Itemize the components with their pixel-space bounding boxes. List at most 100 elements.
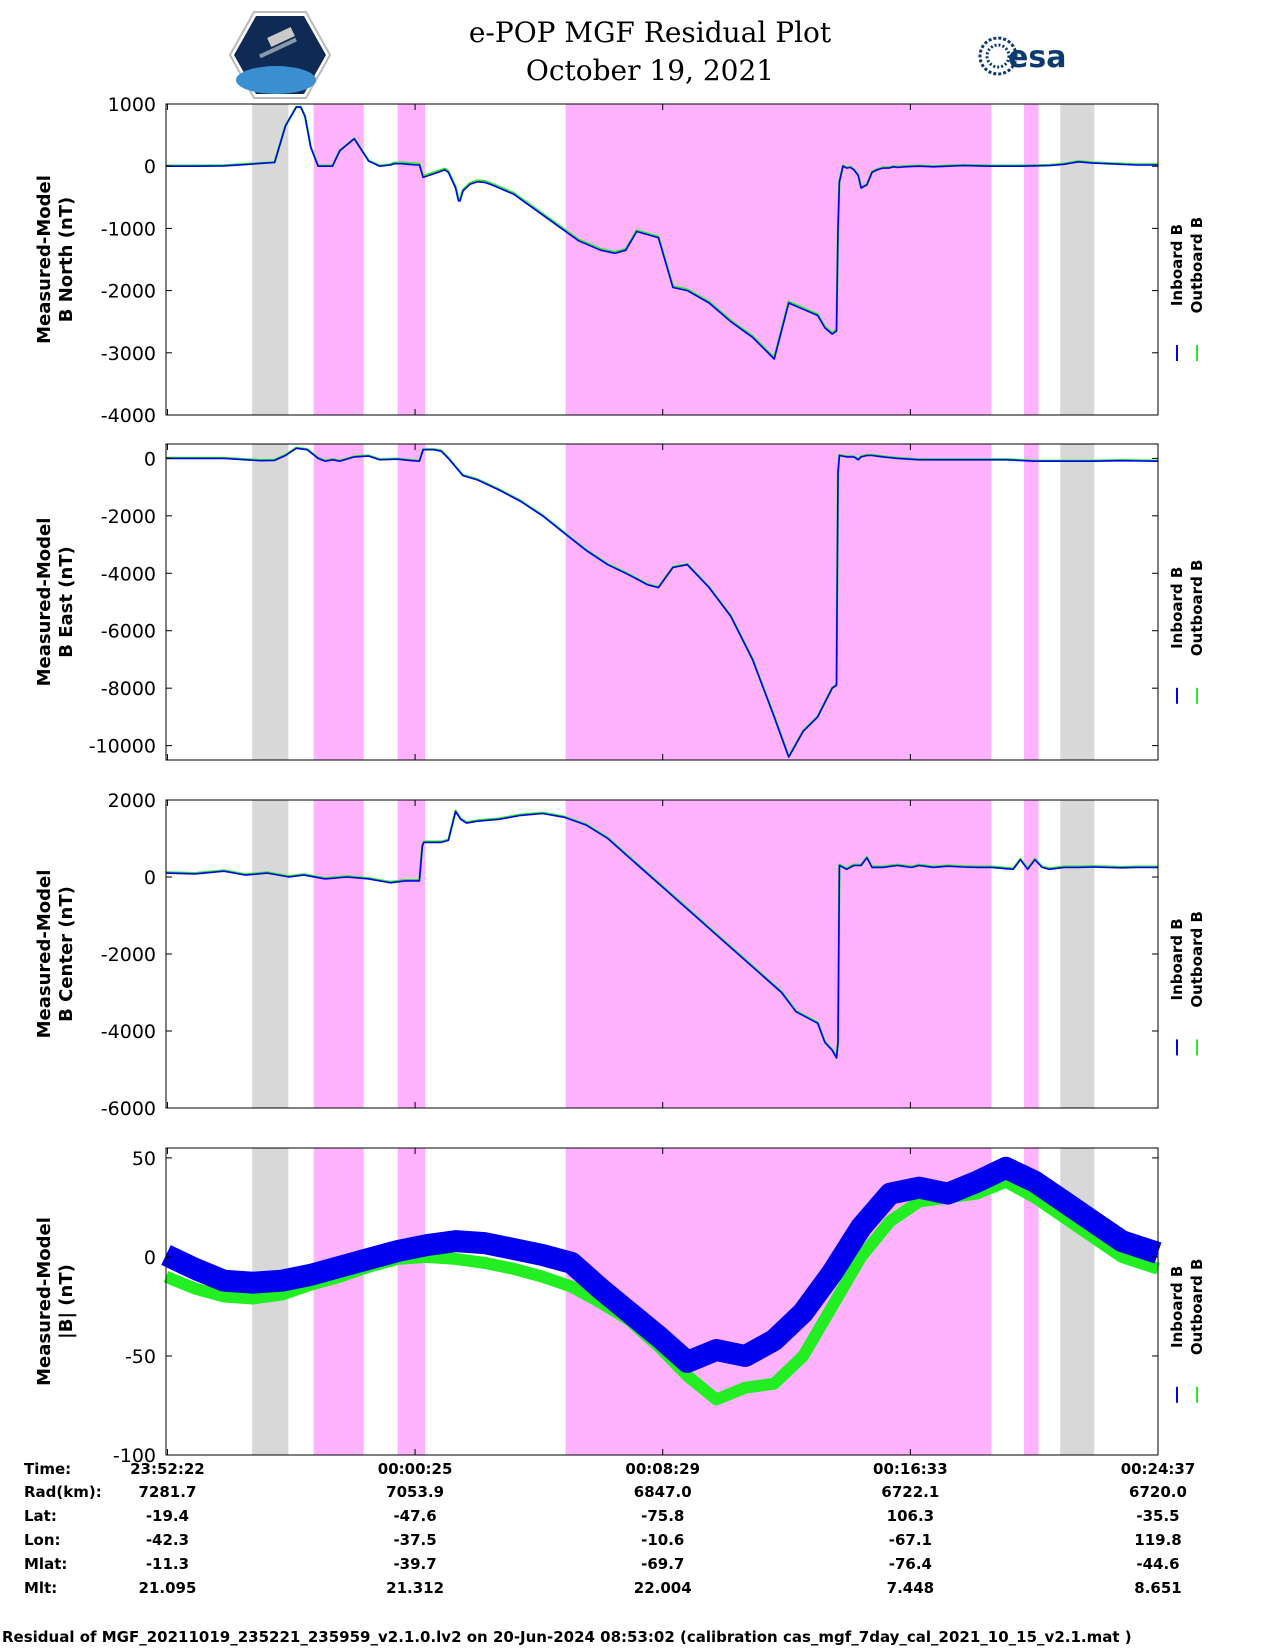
orbit-value: 00:24:37 [1120,1460,1196,1478]
row-label: Mlat: [24,1555,68,1573]
orbit-value: 00:08:29 [625,1460,701,1478]
orbit-value: -19.4 [145,1507,190,1525]
plot-frame [165,443,1159,761]
ytick-label: -6000 [101,1098,156,1120]
magenta-band-2 [565,104,992,415]
plot-frame [165,1147,1159,1456]
cassiope-mission-logo [228,11,332,99]
ytick-label: -4000 [101,405,156,427]
orbit-value: -44.6 [1136,1555,1180,1573]
legend-inboard-label: Inboard B [1168,567,1186,649]
legend-outboard-label: Outboard B [1188,1259,1206,1356]
y-axis-label-line-2: B North (nT) [56,197,77,323]
row-label: Rad(km): [24,1483,102,1501]
ytick-label: 1000 [108,94,156,116]
series-0-inboard-b [165,810,1158,1059]
panel-4: 50 0 -50 -100 Measured-Model|B| (nT) Inboard … [34,1147,1206,1467]
ytick-label: -50 [125,1346,156,1368]
ytick-label: -2000 [101,281,156,303]
orbit-value: -37.5 [393,1531,437,1549]
orbit-value: -42.3 [145,1531,190,1549]
y-axis-label: Measured-Model|B| (nT) [34,1217,77,1386]
plot-date: October 19, 2021 [525,54,775,87]
magenta-band-3 [1024,444,1039,760]
magenta-band-0 [313,1148,364,1455]
esa-logo: esa [978,36,1066,76]
magenta-band-1 [397,800,426,1108]
plot-title: e-POP MGF Residual Plot [468,16,832,49]
y-axis-label-line-1: Measured-Model [34,870,55,1039]
ytick-label: 0 [144,448,156,470]
ytick-label: -4000 [101,1021,156,1043]
magenta-band-2 [565,444,992,760]
ytick-label: -2000 [101,506,156,528]
orbit-value: 22.004 [633,1579,692,1597]
orbit-value: 23:52:22 [130,1460,205,1478]
y-axis-label-line-1: Measured-Model [34,1217,55,1386]
series-0-inboard-b [166,106,1158,360]
y-axis-label: Measured-ModelB East (nT) [34,518,77,687]
legend-inboard-label: Inboard B [1168,918,1186,1000]
row-label: Lon: [24,1531,61,1549]
orbit-value: 106.3 [886,1507,935,1525]
orbit-value: 8.651 [1134,1579,1182,1597]
legend-outboard-label: Outboard B [1188,911,1206,1008]
gray-band-0 [252,104,289,415]
magenta-band-3 [1024,800,1039,1108]
header: e-POP MGF Residual Plot October 19, 2021… [0,0,1275,100]
orbit-value: 21.095 [138,1579,197,1597]
ytick-label: 0 [144,1247,156,1269]
gray-band-0 [252,800,289,1108]
orbit-value: -35.5 [1136,1507,1180,1525]
legend-inboard-label: Inboard B [1168,1266,1186,1348]
y-axis-label: Measured-ModelB Center (nT) [34,870,77,1039]
orbit-value: -39.7 [393,1555,437,1573]
orbit-value: -47.6 [393,1507,437,1525]
orbit-value: -67.1 [888,1531,932,1549]
ytick-label: -100 [113,1445,156,1467]
magenta-band-3 [1024,104,1039,415]
gray-band-1 [1060,104,1095,415]
y-axis-label-line-1: Measured-Model [34,175,55,344]
ytick-label: -3000 [101,343,156,365]
ytick-label: -10000 [89,736,156,758]
magenta-band-0 [313,444,364,760]
esa-logo-text: esa [1008,40,1066,75]
ytick-label: 0 [144,867,156,889]
orbit-value: 119.8 [1134,1531,1182,1549]
y-axis-label-line-2: B Center (nT) [56,886,77,1022]
panel-3: 2000 0 -2000 -4000 -6000 Measured-ModelB Cent… [34,790,1206,1120]
y-axis-label-line-2: |B| (nT) [56,1264,77,1339]
legend-outboard-label: Outboard B [1188,217,1206,314]
y-axis-label-line-1: Measured-Model [34,518,55,687]
magenta-band-0 [313,104,364,415]
orbit-value: -69.7 [641,1555,685,1573]
gray-band-1 [1060,800,1095,1108]
orbit-info-table: Time: Rad(km): Lat: Lon: Mlat: Mlt: 23:52:22 72… [0,1460,1275,1620]
orbit-value: -10.6 [641,1531,685,1549]
gray-band-0 [252,444,289,760]
panel-2: 0 -2000 -4000 -6000 -8000 -10000 Measured-Mode… [34,443,1206,761]
orbit-value: 6720.0 [1129,1483,1187,1501]
orbit-value: 6847.0 [633,1483,692,1501]
row-label: Time: [24,1460,72,1478]
orbit-value: -11.3 [145,1555,190,1573]
plot-frame [165,103,1159,416]
series-0-inboard-b [166,447,1159,758]
series-0-inboard-b [161,1156,1162,1373]
orbit-value: 00:16:33 [873,1460,948,1478]
orbit-value: 7053.9 [386,1483,445,1501]
magenta-band-3 [1024,1148,1039,1455]
magenta-band-2 [565,800,992,1108]
orbit-value: -75.8 [641,1507,685,1525]
ytick-label: -4000 [101,563,156,585]
magenta-band-1 [397,1148,426,1455]
y-axis-label: Measured-ModelB North (nT) [34,175,77,344]
y-axis-label-line-2: B East (nT) [56,546,77,658]
row-label: Lat: [24,1507,57,1525]
magenta-band-1 [397,444,426,760]
legend-outboard-label: Outboard B [1188,560,1206,657]
gray-band-1 [1060,444,1095,760]
orbit-value: 7281.7 [138,1483,197,1501]
ytick-label: 50 [132,1148,156,1170]
